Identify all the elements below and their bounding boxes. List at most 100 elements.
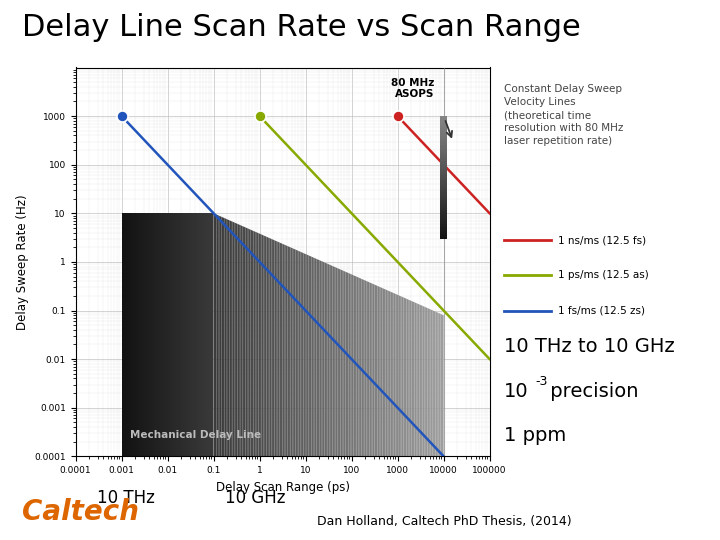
Polygon shape bbox=[376, 285, 377, 456]
Polygon shape bbox=[338, 268, 339, 456]
Polygon shape bbox=[156, 213, 157, 456]
Polygon shape bbox=[440, 116, 447, 118]
Polygon shape bbox=[437, 312, 438, 456]
Polygon shape bbox=[421, 305, 423, 456]
Polygon shape bbox=[192, 213, 194, 456]
Polygon shape bbox=[138, 213, 139, 456]
Polygon shape bbox=[440, 225, 447, 226]
Polygon shape bbox=[168, 213, 170, 456]
Polygon shape bbox=[268, 238, 270, 456]
Polygon shape bbox=[440, 151, 447, 153]
Text: 10 THz: 10 THz bbox=[97, 489, 155, 507]
Polygon shape bbox=[313, 258, 315, 456]
Polygon shape bbox=[440, 130, 447, 132]
Polygon shape bbox=[407, 299, 408, 456]
Text: Caltech: Caltech bbox=[22, 498, 138, 526]
Polygon shape bbox=[405, 298, 407, 456]
Polygon shape bbox=[389, 291, 390, 456]
Polygon shape bbox=[440, 231, 447, 233]
Polygon shape bbox=[240, 225, 243, 456]
Polygon shape bbox=[294, 249, 295, 456]
Polygon shape bbox=[384, 289, 386, 456]
Text: 1 ps/ms (12.5 as): 1 ps/ms (12.5 as) bbox=[558, 271, 649, 280]
Polygon shape bbox=[125, 213, 127, 456]
Text: 1 fs/ms (12.5 zs): 1 fs/ms (12.5 zs) bbox=[558, 306, 645, 315]
Polygon shape bbox=[320, 260, 321, 456]
Polygon shape bbox=[440, 159, 447, 161]
Polygon shape bbox=[270, 238, 271, 456]
Polygon shape bbox=[127, 213, 128, 456]
Polygon shape bbox=[130, 213, 131, 456]
Text: 10 GHz: 10 GHz bbox=[225, 489, 286, 507]
Polygon shape bbox=[440, 228, 447, 231]
Polygon shape bbox=[373, 284, 374, 456]
Polygon shape bbox=[143, 213, 144, 456]
Polygon shape bbox=[431, 309, 432, 456]
Polygon shape bbox=[310, 256, 312, 456]
Polygon shape bbox=[252, 231, 253, 456]
Polygon shape bbox=[292, 248, 294, 456]
Polygon shape bbox=[323, 262, 325, 456]
Polygon shape bbox=[170, 213, 171, 456]
Y-axis label: Delay Sweep Rate (Hz): Delay Sweep Rate (Hz) bbox=[16, 194, 29, 330]
Polygon shape bbox=[440, 186, 447, 187]
Polygon shape bbox=[386, 289, 387, 456]
Polygon shape bbox=[223, 218, 225, 456]
Polygon shape bbox=[436, 312, 437, 456]
Polygon shape bbox=[440, 184, 447, 186]
Polygon shape bbox=[434, 311, 436, 456]
Polygon shape bbox=[440, 155, 447, 157]
Polygon shape bbox=[440, 190, 447, 192]
Polygon shape bbox=[438, 313, 441, 456]
Polygon shape bbox=[210, 213, 212, 456]
Polygon shape bbox=[440, 181, 447, 184]
Polygon shape bbox=[144, 213, 145, 456]
Polygon shape bbox=[122, 213, 123, 456]
Polygon shape bbox=[440, 157, 447, 159]
Polygon shape bbox=[271, 239, 273, 456]
Polygon shape bbox=[363, 280, 365, 456]
Polygon shape bbox=[336, 267, 338, 456]
Polygon shape bbox=[369, 282, 371, 456]
Polygon shape bbox=[260, 234, 261, 456]
Polygon shape bbox=[217, 214, 218, 456]
Polygon shape bbox=[179, 213, 181, 456]
Polygon shape bbox=[355, 276, 356, 456]
Polygon shape bbox=[225, 218, 226, 456]
Polygon shape bbox=[440, 196, 447, 198]
Polygon shape bbox=[440, 140, 447, 143]
Polygon shape bbox=[348, 273, 350, 456]
Polygon shape bbox=[442, 314, 444, 456]
Polygon shape bbox=[257, 232, 258, 456]
Polygon shape bbox=[440, 222, 447, 225]
Polygon shape bbox=[399, 295, 400, 456]
Polygon shape bbox=[416, 303, 418, 456]
Polygon shape bbox=[251, 230, 252, 456]
Polygon shape bbox=[215, 214, 217, 456]
Polygon shape bbox=[440, 234, 447, 237]
Polygon shape bbox=[133, 213, 135, 456]
Text: 1 ns/ms (12.5 fs): 1 ns/ms (12.5 fs) bbox=[558, 235, 646, 245]
Polygon shape bbox=[440, 173, 447, 176]
Polygon shape bbox=[186, 213, 188, 456]
Polygon shape bbox=[305, 254, 307, 456]
Polygon shape bbox=[222, 217, 223, 456]
Polygon shape bbox=[440, 171, 447, 173]
Polygon shape bbox=[247, 228, 249, 456]
Text: 10 THz to 10 GHz: 10 THz to 10 GHz bbox=[504, 338, 675, 356]
Polygon shape bbox=[276, 241, 278, 456]
Polygon shape bbox=[440, 233, 447, 234]
Polygon shape bbox=[440, 176, 447, 178]
Polygon shape bbox=[440, 143, 447, 145]
Polygon shape bbox=[334, 267, 336, 456]
Polygon shape bbox=[440, 210, 447, 212]
Polygon shape bbox=[316, 259, 318, 456]
Polygon shape bbox=[253, 231, 255, 456]
Polygon shape bbox=[429, 309, 431, 456]
Polygon shape bbox=[418, 304, 420, 456]
Text: 10: 10 bbox=[504, 382, 528, 401]
Polygon shape bbox=[281, 243, 283, 456]
Polygon shape bbox=[213, 213, 215, 456]
Polygon shape bbox=[178, 213, 179, 456]
Polygon shape bbox=[440, 214, 447, 216]
